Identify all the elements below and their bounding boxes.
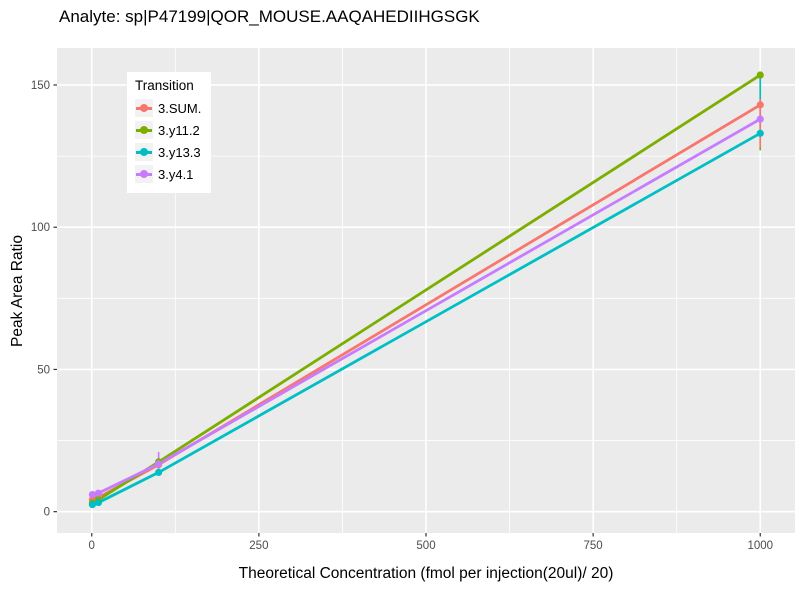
legend-item-3.y13.3: 3.y13.3 bbox=[135, 141, 201, 163]
legend-title: Transition bbox=[135, 78, 194, 93]
legend-item-label: 3.SUM. bbox=[158, 100, 202, 116]
legend-item-label: 3.y13.3 bbox=[158, 144, 201, 160]
data-point-3.y13.3 bbox=[756, 129, 764, 137]
x-tick-label: 0 bbox=[89, 540, 95, 552]
data-point-3.y13.3 bbox=[88, 500, 97, 509]
data-point-3.y13.3 bbox=[94, 498, 103, 507]
y-tick-label: 0 bbox=[44, 507, 50, 519]
data-point-3.y4.1 bbox=[756, 115, 764, 123]
data-point-3.y4.1 bbox=[155, 460, 163, 468]
legend-item-label: 3.y4.1 bbox=[158, 166, 194, 182]
legend-key-swatch bbox=[135, 165, 153, 183]
legend-key-swatch bbox=[135, 143, 153, 161]
legend-items: 3.SUM. 3.y11.2 3.y13.3 3.y4.1 bbox=[135, 97, 201, 185]
legend-item-3.SUM.: 3.SUM. bbox=[135, 97, 201, 119]
data-point-3.y13.3 bbox=[155, 468, 163, 477]
x-tick-label: 750 bbox=[584, 540, 603, 552]
legend-item-3.y11.2: 3.y11.2 bbox=[135, 119, 201, 141]
legend-box: Transition 3.SUM. 3.y11.2 3.y13.3 3.y4.1 bbox=[127, 72, 212, 193]
y-tick-label: 150 bbox=[31, 80, 50, 92]
legend-key-swatch bbox=[135, 99, 153, 117]
plot-title: Analyte: sp|P47199|QOR_MOUSE.AAQAHEDIIHG… bbox=[59, 7, 480, 26]
legend-item-3.y4.1: 3.y4.1 bbox=[135, 163, 201, 185]
data-point-3.SUM. bbox=[756, 101, 764, 109]
legend-key-point bbox=[140, 170, 148, 178]
x-axis-title: Theoretical Concentration (fmol per inje… bbox=[238, 565, 614, 582]
legend-key-point bbox=[140, 104, 148, 112]
data-point-3.y4.1 bbox=[94, 489, 103, 497]
x-tick-label: 1000 bbox=[747, 540, 773, 552]
legend-key-swatch bbox=[135, 121, 153, 139]
x-tick-label: 500 bbox=[416, 540, 435, 552]
legend-key-point bbox=[140, 126, 148, 134]
x-tick-label: 250 bbox=[249, 540, 268, 552]
legend-key-point bbox=[140, 148, 148, 156]
y-tick-label: 50 bbox=[37, 364, 50, 376]
y-tick-label: 100 bbox=[31, 222, 50, 234]
data-point-3.y11.2 bbox=[756, 71, 764, 79]
legend-item-label: 3.y11.2 bbox=[158, 122, 200, 138]
data-point-3.y4.1 bbox=[88, 490, 97, 499]
